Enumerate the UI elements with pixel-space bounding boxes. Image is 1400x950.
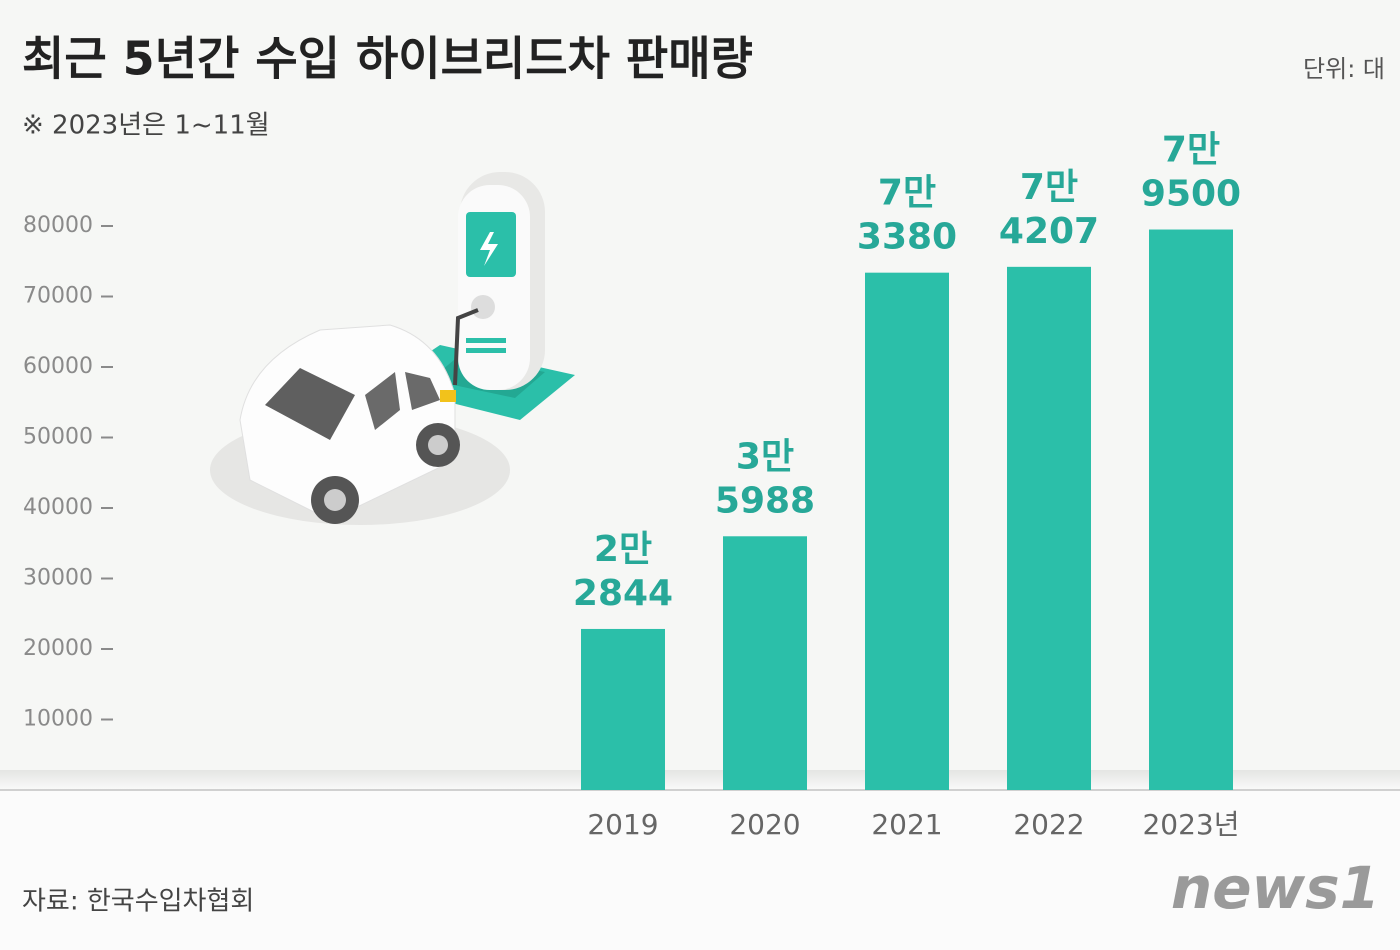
value-label-line: 9500: [1141, 174, 1241, 215]
bar: [1149, 229, 1233, 790]
unit-label: 단위: 대: [1303, 55, 1385, 83]
y-tick-label: 40000: [23, 495, 93, 520]
y-tick-label: 60000: [23, 354, 93, 379]
bar: [865, 272, 949, 790]
value-label-line: 5988: [715, 480, 815, 521]
bar: [581, 628, 665, 790]
value-label-line: 2만: [594, 529, 652, 570]
y-tick-label: 30000: [23, 566, 93, 591]
y-tick-label: 50000: [23, 425, 93, 450]
source: 자료: 한국수입차협회: [22, 887, 254, 917]
value-label: 7만 3380: [857, 173, 957, 258]
x-tick-label: 2020: [729, 808, 800, 841]
subtitle: ※ 2023년은 1~11월: [22, 111, 270, 141]
value-label-line: 7만: [1020, 167, 1078, 208]
value-label: 7만 9500: [1141, 130, 1241, 215]
floor: [0, 790, 1400, 950]
value-label-line: 7만: [878, 173, 936, 214]
value-label-line: 3380: [857, 217, 957, 258]
logo: news1: [1171, 854, 1380, 922]
y-tick-label: 80000: [23, 213, 93, 238]
value-label: 7만 4207: [999, 167, 1099, 252]
value-label-line: 7만: [1162, 130, 1220, 171]
x-tick-label: 2023년: [1142, 808, 1239, 841]
value-label-line: 2844: [573, 573, 673, 614]
value-label: 2만 2844: [573, 529, 673, 614]
value-label: 3만 5988: [715, 436, 815, 521]
bar: [723, 536, 807, 790]
value-label-line: 4207: [999, 211, 1099, 252]
y-tick-label: 10000: [23, 707, 93, 732]
bar: [1007, 266, 1091, 790]
value-label-line: 3만: [736, 436, 794, 477]
illustration: [210, 172, 575, 525]
x-tick-label: 2021: [871, 808, 942, 841]
y-tick-label: 20000: [23, 636, 93, 661]
chart-title: 최근 5년간 수입 하이브리드차 판매량: [22, 32, 753, 86]
y-tick-label: 70000: [23, 284, 93, 309]
x-tick-label: 2019: [587, 808, 658, 841]
x-tick-label: 2022: [1013, 808, 1084, 841]
